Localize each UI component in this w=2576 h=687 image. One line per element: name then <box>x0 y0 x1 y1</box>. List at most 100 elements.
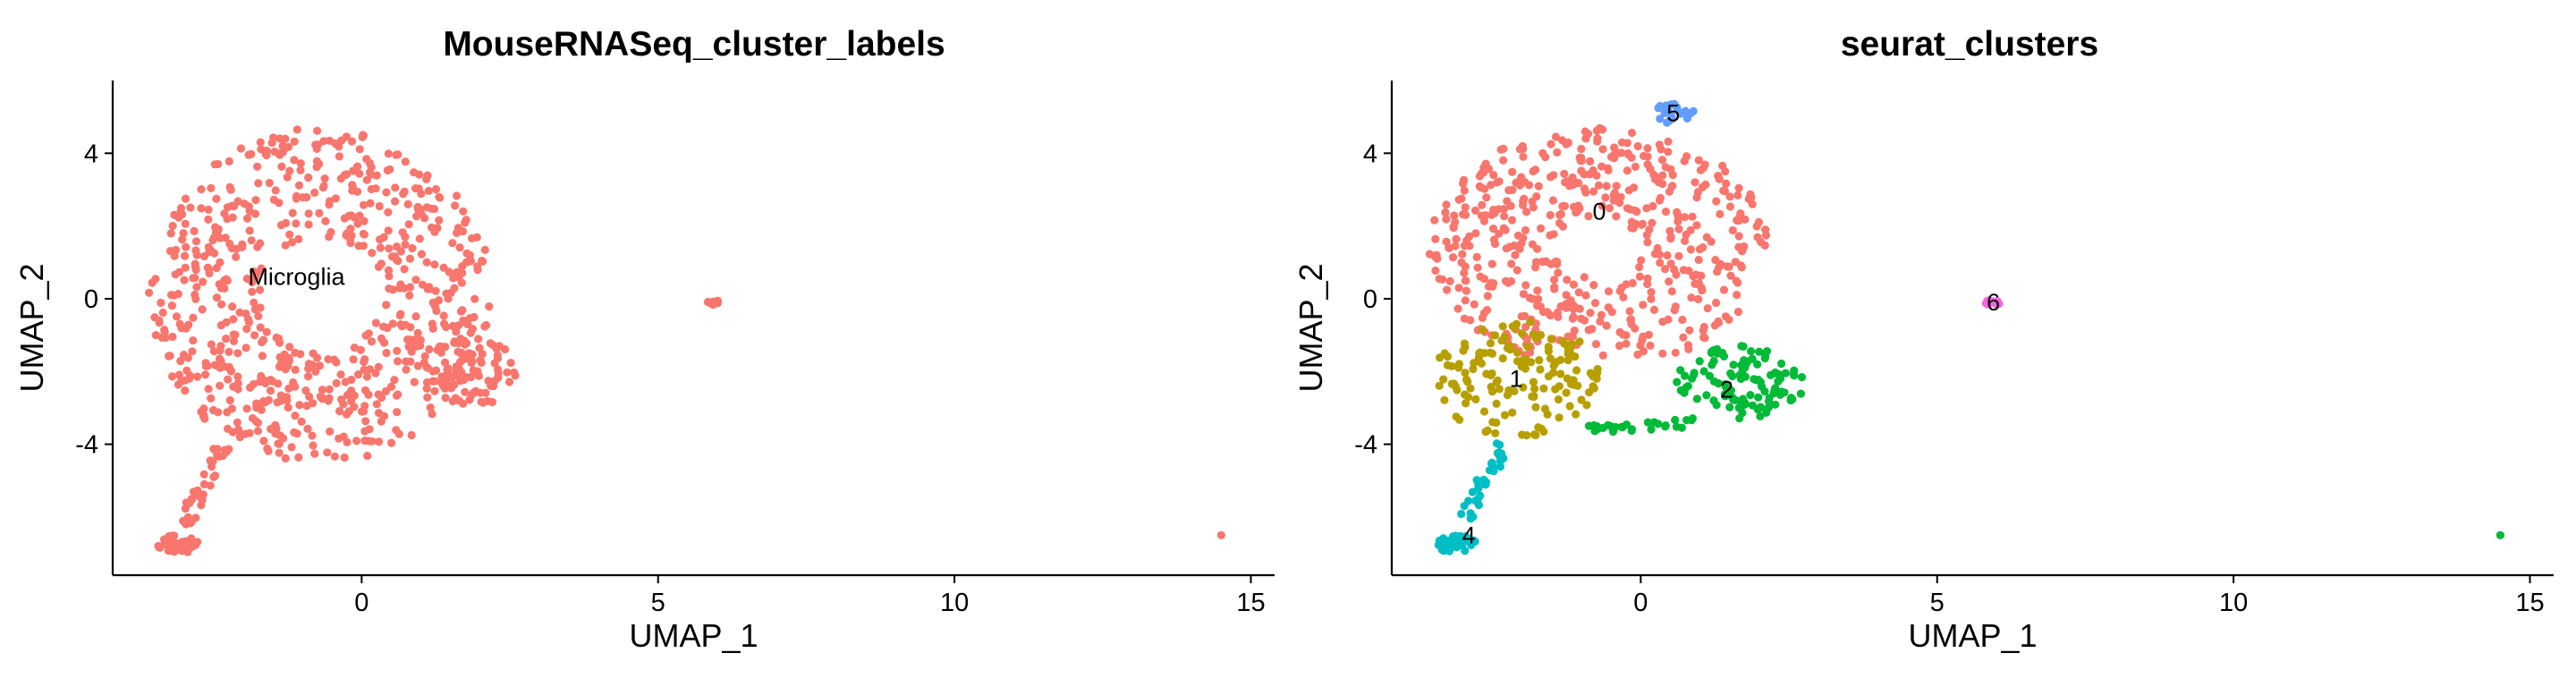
data-point <box>1582 401 1591 410</box>
data-point <box>1488 225 1498 233</box>
data-point <box>1690 369 1699 377</box>
data-point <box>176 357 185 366</box>
data-point <box>393 408 402 417</box>
data-point <box>1450 534 1459 543</box>
data-point <box>1560 201 1570 210</box>
data-point <box>367 163 376 172</box>
data-point <box>1622 280 1631 289</box>
data-point <box>1594 181 1604 190</box>
data-point <box>1544 347 1553 356</box>
data-point <box>1740 242 1749 251</box>
data-point <box>335 407 344 416</box>
data-point <box>1625 307 1634 316</box>
data-point <box>1489 467 1498 476</box>
data-point <box>401 240 410 249</box>
data-point <box>350 344 359 352</box>
data-point <box>480 245 489 254</box>
data-point <box>1712 298 1721 308</box>
data-point <box>285 230 294 239</box>
data-point <box>1445 243 1453 252</box>
data-point <box>1992 300 2001 310</box>
data-point <box>1577 144 1586 154</box>
data-point <box>166 229 175 238</box>
data-point <box>420 214 429 223</box>
data-point <box>1546 140 1555 148</box>
data-point <box>329 355 339 364</box>
data-point <box>1648 201 1657 211</box>
data-point <box>1755 347 1764 356</box>
data-point <box>1471 206 1480 215</box>
data-point <box>385 284 394 293</box>
data-point <box>284 384 293 393</box>
data-point <box>168 372 177 381</box>
data-point <box>1647 294 1656 303</box>
data-point <box>216 321 225 330</box>
data-point <box>503 368 512 377</box>
data-point <box>426 403 435 412</box>
data-point <box>1615 341 1624 351</box>
data-point <box>446 288 455 297</box>
data-point <box>413 361 422 370</box>
data-point <box>296 350 305 359</box>
data-point <box>406 283 415 292</box>
data-point <box>489 382 498 391</box>
data-point <box>1643 144 1652 153</box>
data-point <box>1569 305 1578 314</box>
data-point <box>1489 171 1498 180</box>
data-point <box>1683 341 1693 350</box>
data-point <box>1656 114 1665 123</box>
data-point <box>1452 412 1461 421</box>
data-point <box>233 349 242 358</box>
data-point <box>266 386 275 395</box>
data-point <box>275 448 284 457</box>
data-point <box>1645 225 1654 234</box>
data-point <box>1596 317 1605 326</box>
data-point <box>1460 175 1469 184</box>
data-point <box>1604 303 1613 312</box>
data-point <box>460 376 469 385</box>
data-point <box>1471 394 1480 403</box>
data-point <box>462 258 471 267</box>
data-point <box>251 273 260 282</box>
data-point <box>408 243 417 253</box>
data-point <box>1713 267 1722 276</box>
data-point <box>1505 345 1514 354</box>
data-point <box>1649 305 1659 314</box>
data-point <box>1472 476 1481 485</box>
data-point <box>391 183 400 192</box>
data-point <box>197 185 206 194</box>
data-point <box>1674 225 1683 233</box>
data-point <box>1790 366 1799 375</box>
data-point <box>459 207 468 216</box>
data-point <box>401 320 410 329</box>
data-point <box>382 348 391 358</box>
data-point <box>1492 399 1501 408</box>
data-point <box>304 220 313 229</box>
data-point <box>1676 109 1685 118</box>
data-point <box>1692 193 1701 202</box>
data-point <box>175 319 184 328</box>
data-point <box>245 428 254 437</box>
data-point <box>1586 309 1595 318</box>
data-point <box>1614 148 1623 157</box>
data-point <box>1546 231 1555 240</box>
data-point <box>1622 420 1631 429</box>
data-point <box>258 352 267 360</box>
data-point <box>1718 161 1727 170</box>
data-point <box>1667 182 1676 191</box>
data-point <box>1451 382 1460 391</box>
data-point <box>1637 256 1646 265</box>
data-point <box>294 181 304 190</box>
data-point <box>225 365 234 374</box>
data-point <box>1493 178 1502 187</box>
data-point <box>259 335 268 344</box>
data-point <box>1734 403 1743 412</box>
data-point <box>360 427 369 436</box>
data-point <box>157 298 165 308</box>
data-point <box>207 394 216 403</box>
data-point <box>199 277 208 286</box>
data-point <box>225 347 233 356</box>
data-point <box>215 354 225 363</box>
data-point <box>1462 276 1470 285</box>
data-point <box>1512 319 1521 328</box>
